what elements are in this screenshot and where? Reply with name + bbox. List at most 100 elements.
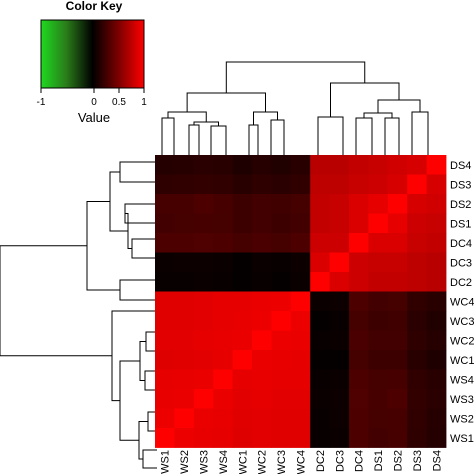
heatmap-cell bbox=[193, 155, 214, 175]
heatmap-cell bbox=[155, 252, 175, 273]
heatmap-cell bbox=[290, 272, 311, 292]
heatmap-cell bbox=[193, 213, 214, 234]
heatmap-cell bbox=[349, 291, 369, 312]
heatmap-cell bbox=[252, 330, 272, 351]
heatmap-cell bbox=[426, 330, 447, 351]
heatmap-cell bbox=[252, 252, 272, 273]
heatmap-cell bbox=[232, 330, 253, 351]
heatmap-cell bbox=[368, 369, 389, 390]
heatmap-cell bbox=[329, 311, 350, 331]
row-label: WS4 bbox=[450, 374, 474, 386]
heatmap-cell bbox=[174, 408, 195, 429]
heatmap-cell bbox=[174, 389, 195, 409]
heatmap-cell bbox=[271, 428, 292, 448]
heatmap-cell bbox=[213, 272, 233, 292]
heatmap-cell bbox=[329, 291, 350, 312]
heatmap-cell bbox=[271, 252, 292, 273]
column-label: DC3 bbox=[334, 450, 346, 472]
heatmap-cell bbox=[271, 330, 292, 351]
column-label: WS4 bbox=[218, 450, 230, 474]
heatmap-cell bbox=[213, 330, 233, 351]
heatmap-cell bbox=[193, 252, 214, 273]
heatmap-cell bbox=[213, 233, 233, 253]
heatmap-cell bbox=[426, 174, 447, 195]
heatmap-cell bbox=[310, 155, 330, 175]
heatmap-cell bbox=[155, 233, 175, 253]
heatmap-cell bbox=[271, 311, 292, 331]
row-label: DS2 bbox=[450, 199, 471, 211]
heatmap-cell bbox=[310, 272, 330, 292]
heatmap-cell bbox=[232, 252, 253, 273]
heatmap-cell bbox=[174, 233, 195, 253]
heatmap-cell bbox=[310, 428, 330, 448]
heatmap-cell bbox=[174, 194, 195, 214]
heatmap-cell bbox=[290, 408, 311, 429]
column-label: DS3 bbox=[412, 450, 424, 471]
heatmap-cell bbox=[407, 428, 427, 448]
heatmap-cell bbox=[252, 311, 272, 331]
heatmap-cell bbox=[290, 291, 311, 312]
heatmap-cell bbox=[329, 174, 350, 195]
heatmap-cell bbox=[252, 350, 272, 370]
heatmap-cell bbox=[271, 389, 292, 409]
heatmap-cell bbox=[407, 233, 427, 253]
heatmap-cell bbox=[290, 369, 311, 390]
heatmap-cell bbox=[290, 330, 311, 351]
column-label: DC4 bbox=[354, 450, 366, 472]
heatmap-cell bbox=[213, 428, 233, 448]
heatmap-cell bbox=[426, 213, 447, 234]
heatmap-cell bbox=[252, 369, 272, 390]
heatmap-cell bbox=[368, 408, 389, 429]
heatmap-cell bbox=[368, 350, 389, 370]
heatmap-cell bbox=[193, 330, 214, 351]
heatmap-cell bbox=[174, 174, 195, 195]
heatmap-cell bbox=[407, 213, 427, 234]
heatmap-cell bbox=[387, 252, 408, 273]
heatmap-cell bbox=[252, 233, 272, 253]
heatmap-cell bbox=[174, 369, 195, 390]
color-key: Color Key -1 0 0.5 1 Value bbox=[37, 0, 148, 125]
heatmap-cell bbox=[310, 369, 330, 390]
heatmap-cell bbox=[290, 194, 311, 214]
heatmap-cell bbox=[387, 369, 408, 390]
heatmap-cell bbox=[349, 369, 369, 390]
heatmap-cell bbox=[329, 350, 350, 370]
heatmap-cell bbox=[232, 174, 253, 195]
heatmap-cell bbox=[407, 155, 427, 175]
heatmap-cell bbox=[349, 174, 369, 195]
heatmap-cell bbox=[271, 291, 292, 312]
row-label: WC4 bbox=[450, 296, 474, 308]
heatmap-cell bbox=[407, 330, 427, 351]
row-label: DS4 bbox=[450, 160, 471, 172]
heatmap-cell bbox=[368, 252, 389, 273]
heatmap-cell bbox=[310, 291, 330, 312]
heatmap-cell bbox=[213, 155, 233, 175]
heatmap-cell bbox=[329, 408, 350, 429]
column-label: WC4 bbox=[296, 450, 308, 474]
heatmap-cell bbox=[252, 194, 272, 214]
heatmap-cell bbox=[271, 155, 292, 175]
color-key-xlabel: Value bbox=[78, 110, 110, 125]
heatmap-cell bbox=[329, 330, 350, 351]
heatmap-cell bbox=[310, 252, 330, 273]
heatmap-cell bbox=[174, 252, 195, 273]
heatmap-cell bbox=[213, 174, 233, 195]
heatmap-cell bbox=[155, 174, 175, 195]
row-label: DC4 bbox=[450, 238, 472, 250]
heatmap-cell bbox=[368, 272, 389, 292]
heatmap-cell bbox=[426, 311, 447, 331]
row-label: WS1 bbox=[450, 433, 474, 445]
color-key-tick-label: 0 bbox=[91, 97, 97, 108]
color-key-tick-label: 1 bbox=[141, 97, 147, 108]
heatmap-cell bbox=[155, 350, 175, 370]
heatmap-cell bbox=[155, 389, 175, 409]
heatmap-cell bbox=[407, 408, 427, 429]
heatmap-cell bbox=[349, 233, 369, 253]
heatmap-cell bbox=[213, 389, 233, 409]
heatmap-cell bbox=[252, 291, 272, 312]
column-label: DC2 bbox=[315, 450, 327, 472]
heatmap-cell bbox=[193, 311, 214, 331]
heatmap-cell bbox=[426, 350, 447, 370]
heatmap-cell bbox=[232, 213, 253, 234]
heatmap-cell bbox=[290, 389, 311, 409]
